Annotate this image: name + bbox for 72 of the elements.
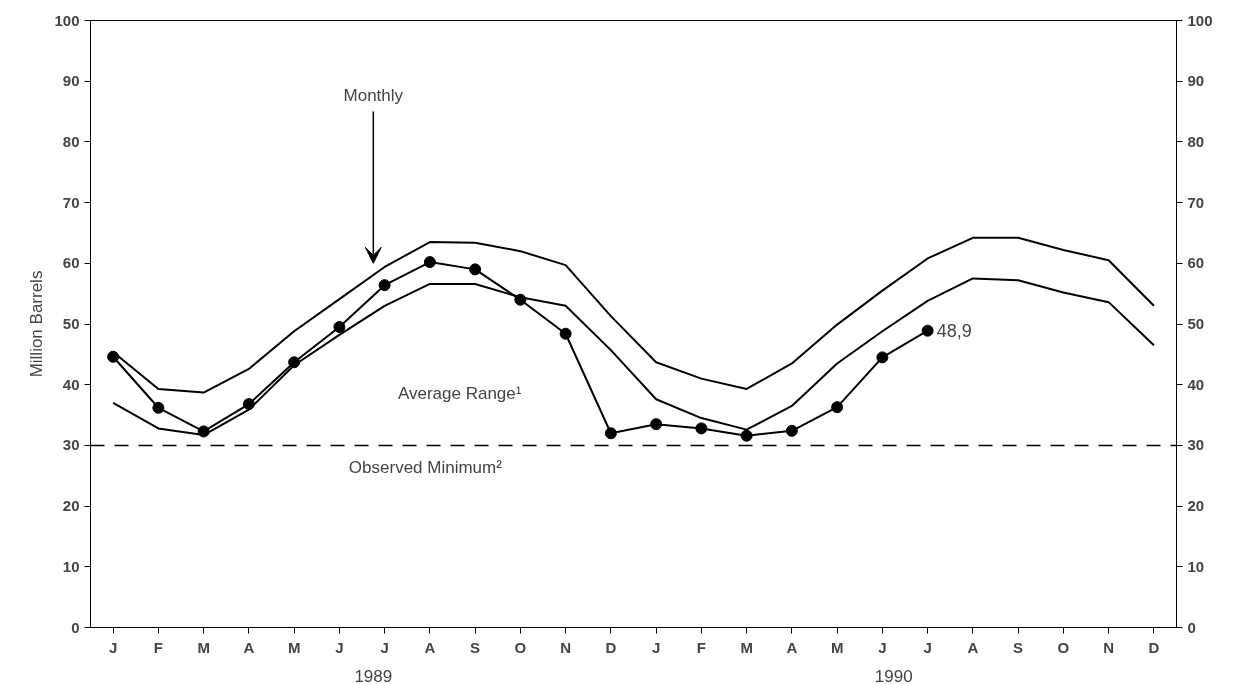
point [876, 351, 889, 364]
x-tick-label: J [923, 638, 932, 656]
x-tick-label: F [696, 638, 706, 656]
x-tick-label: A [967, 638, 979, 656]
y-tick-label: 60 [62, 254, 80, 272]
x-tick-label: O [514, 638, 527, 656]
annotation: Monthly [343, 86, 404, 106]
point [242, 398, 255, 411]
annotation: Average Range¹ [397, 383, 522, 403]
x-tick-label: S [470, 638, 481, 656]
x-tick-label: A [424, 638, 436, 656]
x-tick-label: M [287, 638, 301, 656]
y-tick-label: 20 [62, 497, 80, 515]
point [197, 425, 210, 438]
point [831, 401, 844, 414]
x-tick-label: N [1103, 638, 1115, 656]
y-tick-label: 40 [62, 375, 80, 393]
point [740, 429, 753, 442]
text: 1989 [354, 666, 393, 684]
point [469, 263, 482, 276]
x-tick-label: J [651, 638, 661, 656]
x-tick-label: N [560, 638, 572, 656]
point [514, 293, 527, 306]
x-tick-label: M [740, 638, 753, 656]
x-tick-label: J [108, 638, 118, 656]
x-tick-label: O [1057, 638, 1070, 656]
y-tick-label: 100 [54, 11, 80, 29]
y2-tick-label: 10 [1187, 557, 1205, 575]
x-tick-label: D [605, 638, 617, 656]
y-tick-label: 80 [62, 132, 80, 150]
point [604, 427, 617, 440]
y2-tick-label: 60 [1187, 254, 1205, 272]
point [288, 356, 301, 369]
x-tick-label: S [1013, 638, 1024, 656]
point [152, 401, 165, 414]
y2-tick-label: 50 [1187, 315, 1205, 332]
y-tick-label: 70 [62, 193, 80, 211]
data-label: 48,9 [936, 321, 972, 342]
y-tick-label: 50 [62, 315, 80, 332]
point [559, 327, 572, 340]
y2-tick-label: 100 [1187, 11, 1213, 29]
x-tick-label: J [380, 638, 389, 656]
point [423, 256, 436, 269]
y2-tick-label: 80 [1187, 132, 1205, 150]
y2-tick-label: 30 [1187, 436, 1205, 454]
y-tick-label: 90 [62, 72, 80, 90]
y2-tick-label: 90 [1187, 72, 1205, 90]
y-tick-label: 30 [62, 436, 80, 454]
y-axis-title: Million Barrels [27, 270, 47, 378]
x-tick-label: J [878, 638, 887, 656]
point [650, 418, 663, 431]
x-tick-label: A [243, 638, 255, 656]
point [333, 321, 346, 334]
point [785, 424, 798, 437]
point [107, 350, 120, 363]
point [921, 324, 934, 337]
x-tick-label: M [197, 638, 210, 656]
y2-tick-label: 40 [1187, 375, 1205, 393]
y2-tick-label: 0 [1187, 618, 1196, 636]
ref-line-label: Observed Minimum² [348, 458, 503, 478]
y2-tick-label: 20 [1187, 497, 1205, 515]
x-tick-label: D [1148, 638, 1160, 656]
x-tick-label: J [335, 638, 344, 656]
x-tick-label: A [786, 638, 798, 656]
y-tick-label: 10 [62, 557, 80, 575]
y-tick-label: 0 [71, 618, 80, 636]
x-tick-label: M [830, 638, 844, 656]
text: 1990 [874, 666, 913, 684]
y2-tick-label: 70 [1187, 193, 1205, 211]
point [378, 279, 391, 292]
x-tick-label: F [153, 638, 163, 656]
point [695, 422, 708, 435]
